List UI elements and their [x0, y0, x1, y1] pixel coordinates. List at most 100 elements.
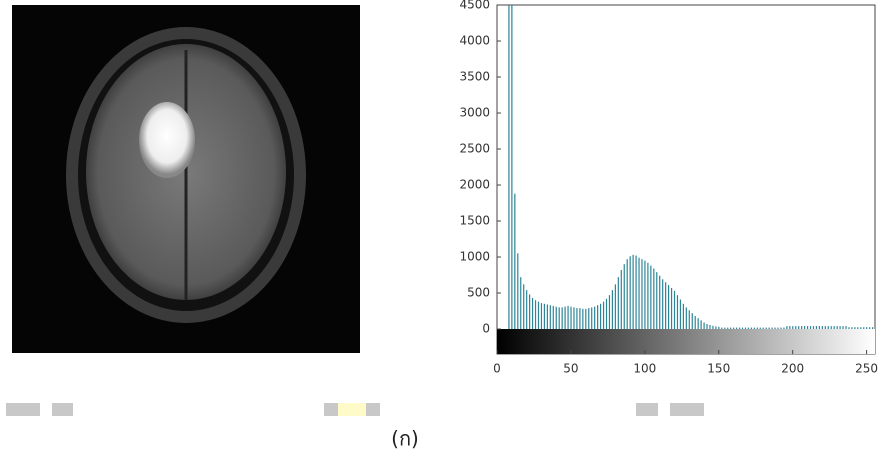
- bar: [771, 327, 773, 329]
- bar: [585, 308, 587, 329]
- bar: [706, 323, 708, 329]
- bar: [614, 284, 616, 329]
- bar: [665, 282, 667, 329]
- bar: [573, 307, 575, 329]
- bar: [783, 327, 785, 329]
- bar: [638, 257, 640, 329]
- bar: [815, 326, 818, 329]
- bar: [517, 253, 519, 329]
- x-tick-label: 250: [855, 362, 878, 376]
- bar: [715, 326, 717, 329]
- bar: [809, 326, 812, 329]
- bar: [549, 305, 551, 329]
- caption: (ก): [391, 427, 419, 451]
- bar: [605, 298, 608, 329]
- bar: [626, 259, 628, 329]
- bar: [804, 326, 806, 329]
- bar: [756, 327, 758, 329]
- bar: [780, 327, 782, 329]
- bar: [703, 322, 705, 329]
- mri-image: [12, 5, 360, 353]
- bar: [768, 327, 770, 329]
- bar: [869, 327, 871, 329]
- bar: [653, 268, 655, 329]
- bar: [863, 327, 865, 329]
- bar: [777, 327, 779, 329]
- bar: [700, 320, 702, 329]
- bar: [736, 327, 738, 329]
- bar: [523, 284, 525, 329]
- bar: [691, 313, 693, 329]
- bar: [789, 326, 791, 329]
- bar: [860, 327, 862, 329]
- bar: [531, 298, 534, 329]
- bar: [579, 308, 581, 329]
- bar: [520, 277, 522, 329]
- bar: [558, 307, 560, 329]
- bar: [546, 304, 548, 329]
- bar: [599, 303, 602, 329]
- bar: [827, 326, 829, 329]
- bar: [611, 290, 614, 329]
- bar: [588, 308, 590, 329]
- bar: [511, 5, 513, 329]
- y-tick-label: 500: [467, 286, 490, 300]
- bar: [795, 326, 797, 329]
- bar: [635, 255, 637, 329]
- bar: [842, 326, 844, 329]
- bar: [738, 327, 741, 329]
- bar: [623, 264, 625, 329]
- bar: [833, 326, 835, 329]
- bar: [709, 325, 711, 329]
- x-tick-label: 0: [493, 362, 501, 376]
- bar: [724, 327, 726, 329]
- bar: [747, 327, 750, 329]
- bar: [647, 262, 649, 329]
- x-tick-label: 50: [563, 362, 578, 376]
- bar: [632, 254, 634, 329]
- bar: [851, 327, 853, 329]
- bar: [857, 327, 859, 329]
- bar: [644, 260, 646, 329]
- bar: [570, 306, 572, 329]
- bar: [821, 326, 823, 329]
- bar: [718, 326, 720, 329]
- y-tick-label: 4500: [459, 0, 490, 12]
- bar: [656, 272, 658, 329]
- x-tick-label: 200: [781, 362, 804, 376]
- bar: [597, 305, 599, 329]
- bar: [641, 259, 643, 329]
- y-tick-label: 2500: [459, 142, 490, 156]
- bar: [694, 316, 696, 329]
- bar: [576, 308, 578, 329]
- bars: [508, 5, 874, 329]
- redactions: [6, 403, 704, 416]
- bar: [786, 326, 788, 329]
- y-tick-label: 3000: [459, 106, 490, 120]
- bar: [540, 303, 543, 329]
- bar: [552, 305, 554, 329]
- bar: [845, 326, 847, 329]
- bar: [792, 326, 794, 329]
- bar: [673, 290, 676, 329]
- bar: [679, 299, 682, 329]
- bar: [836, 326, 838, 329]
- bar: [508, 5, 510, 329]
- bar: [688, 310, 690, 329]
- bar: [750, 327, 752, 329]
- bar: [727, 327, 729, 329]
- bar: [529, 294, 531, 329]
- bar: [594, 306, 596, 329]
- bar: [537, 301, 540, 329]
- bar: [744, 327, 747, 329]
- y-tick-label: 0: [482, 322, 490, 336]
- x-tick-label: 100: [633, 362, 656, 376]
- bar: [712, 325, 714, 329]
- bar: [620, 269, 622, 329]
- bar: [866, 327, 868, 329]
- bar: [659, 275, 661, 329]
- bar: [543, 303, 546, 329]
- bar: [561, 307, 563, 329]
- bar: [854, 327, 856, 329]
